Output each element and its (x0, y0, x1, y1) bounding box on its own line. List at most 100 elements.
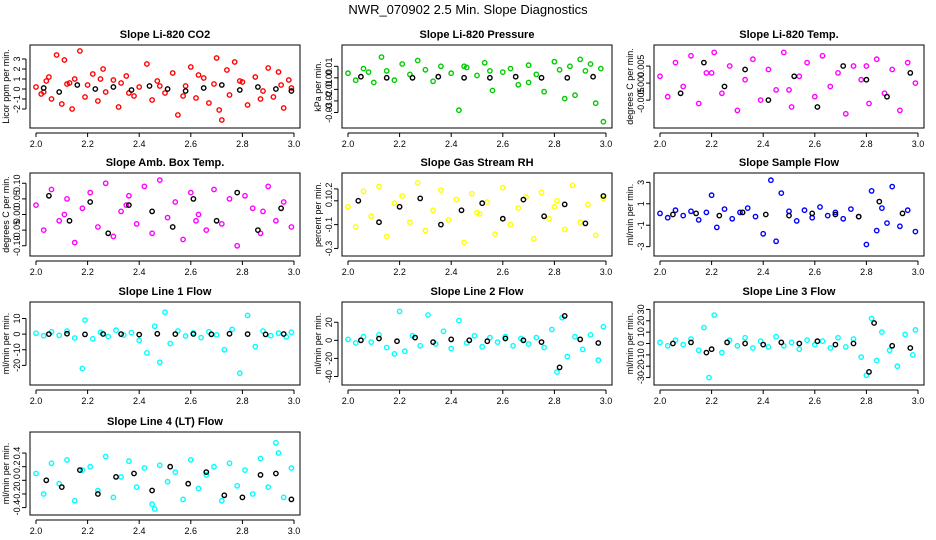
panel-slope-line-1-flow-point-selected (64, 330, 70, 337)
panel-slope-li-820-temp-point-all (827, 83, 834, 90)
panel-slope-li-820-temp-point-all (734, 107, 741, 114)
panel-slope-gas-stream-rh-point-selected (499, 215, 506, 222)
panel-slope-li-820-co2-title: Slope Li-820 CO2 (120, 29, 210, 41)
panel-slope-line-1-flow-point-all (156, 359, 163, 366)
panel-slope-line-2-flow-point-all (595, 357, 602, 364)
panel-slope-line-3-flow-point-all (734, 342, 741, 349)
panel-slope-gas-stream-rh-point-all (468, 190, 475, 197)
panel-slope-li-820-co2-point-all (48, 96, 55, 102)
panel-slope-li-820-co2-point-all (236, 78, 243, 84)
panel-slope-gas-stream-rh-point-selected (396, 203, 403, 210)
panel-slope-line-1-flow-point-all (82, 317, 88, 323)
panel-slope-line-2-flow-title: Slope Line 2 Flow (431, 286, 524, 298)
panel-slope-li-820-co2-point-selected (200, 85, 207, 91)
panel-slope-line-2-flow-point-all (600, 323, 607, 330)
panel-slope-sample-flow-point-selected (739, 209, 746, 216)
panel-slope-amb-box-temp-point-all (125, 192, 132, 199)
panel-slope-line-2-flow-point-selected (502, 335, 509, 342)
panel-slope-line-3-flow-point-selected (778, 339, 785, 346)
panel-slope-amb-box-temp-point-all (172, 199, 179, 205)
panel-slope-sample-flow-point-all (912, 228, 919, 235)
panel-slope-li-820-co2-point-all (156, 83, 163, 89)
panel-slope-line-2-flow-point-all (548, 326, 555, 333)
panel-slope-line-4-lt-flow-point-all (64, 456, 70, 463)
panel-slope-li-820-pressure-point-all (587, 61, 594, 67)
panel-slope-li-820-co2-point-all (195, 72, 202, 78)
panel-slope-line-4-lt-flow-point-all (40, 491, 47, 497)
panel-slope-line-3-flow-point-all (695, 347, 702, 354)
panel-slope-line-4-lt-flow-point-selected (239, 494, 246, 501)
panel-slope-amb-box-temp-point-selected (66, 217, 73, 224)
panel-slope-line-1-flow-point-all (89, 335, 96, 342)
panel-slope-li-820-co2-point-all (82, 94, 88, 100)
panel-slope-line-4-lt-flow-point-all (265, 484, 272, 490)
panel-slope-gas-stream-rh-point-all (577, 219, 584, 226)
panel-slope-li-820-pressure-point-all (474, 72, 480, 79)
panel-slope-li-820-pressure-point-all (551, 58, 558, 65)
panel-slope-line-2-flow-point-selected (376, 335, 382, 342)
panel-slope-amb-box-temp-point-all (102, 180, 109, 187)
panel-slope-line-3-flow-point-all (850, 336, 857, 342)
panel-slope-sample-flow-point-all (817, 204, 823, 210)
panel-slope-li-820-pressure-x-tick-label: 2.0 (342, 139, 355, 149)
panel-slope-li-820-co2-point-all (162, 90, 168, 96)
panel-slope-line-3-flow-point-selected (796, 340, 803, 347)
panel-slope-line-1-flow-point-selected (280, 331, 287, 337)
panel-slope-li-820-temp-x-tick-label: 2.0 (654, 139, 667, 149)
panel-slope-line-2-flow-x-tick-label: 2.4 (445, 396, 458, 406)
panel-slope-line-2-flow-x-tick-label: 2.6 (497, 396, 510, 406)
panel-slope-line-3-flow-plot-frame (653, 301, 925, 386)
panel-slope-li-820-pressure-point-all (365, 69, 372, 76)
panel-slope-line-2-flow-point-all (564, 353, 571, 360)
panel-slope-line-1-flow-point-selected (154, 330, 161, 337)
panel-slope-line-3-flow-point-all (688, 336, 694, 342)
panel-slope-line-4-lt-flow-point-all (275, 450, 282, 456)
panel-slope-li-820-temp-point-all (742, 76, 748, 83)
panel-slope-sample-flow-point-selected (809, 210, 816, 217)
panel-slope-line-4-lt-flow-point-all (234, 482, 241, 489)
panel-slope-amb-box-temp-point-all (211, 186, 217, 193)
panel-slope-line-2-flow-point-all (533, 334, 540, 341)
panel-slope-amb-box-temp-point-selected (105, 230, 112, 237)
panel-slope-li-820-co2-point-all (77, 48, 83, 54)
panel-slope-li-820-co2-x-tick-label: 2.8 (236, 139, 249, 149)
panel-slope-li-820-co2-point-selected (56, 89, 63, 95)
panel-slope-li-820-temp-point-all (897, 107, 903, 114)
panel-slope-amb-box-temp-point-selected (190, 195, 197, 202)
panel-slope-amb-box-temp-point-all (249, 205, 256, 212)
panel-slope-sample-flow-point-all (721, 206, 728, 213)
panel-slope-line-2-flow-point-all (360, 333, 367, 340)
panel-slope-li-820-co2-point-all (218, 117, 225, 123)
panel-slope-amb-box-temp-x-tick-label: 3.0 (288, 267, 301, 277)
panel-slope-li-820-pressure-point-selected (409, 74, 416, 81)
panel-slope-line-3-flow-x-tick-label: 3.0 (912, 396, 925, 406)
panel-slope-sample-flow-point-all (708, 192, 715, 199)
panel-slope-li-820-co2-point-all (95, 98, 101, 104)
panel-slope-sample-flow-point-all (879, 205, 885, 212)
panel-slope-line-3-flow: Slope Line 3 Flow 2.0 2.2 2.4 2.6 2.8 3.0 -30-2… (625, 286, 925, 406)
panel-slope-amb-box-temp-point-all (123, 202, 130, 209)
panel-slope-line-1-flow-point-all (128, 329, 135, 336)
panel-slope-li-820-co2-point-all (187, 64, 194, 70)
panel-slope-li-820-co2-point-all (244, 102, 251, 108)
panel-slope-line-3-flow-point-all (835, 334, 841, 341)
page-title: NWR_070902 2.5 Min. Slope Diagnostics (348, 2, 588, 17)
panel-slope-line-3-flow-y-label: ml/min per min. (625, 313, 635, 375)
panel-slope-sample-flow-point-all (873, 227, 880, 234)
panel-slope-line-2-flow-point-all (383, 344, 390, 351)
panel-slope-gas-stream-rh-point-selected (541, 213, 547, 220)
panel-slope-li-820-co2-point-all (252, 74, 259, 80)
panel-slope-line-4-lt-flow-point-all (164, 478, 171, 485)
panel-slope-line-1-flow-point-selected (136, 331, 143, 338)
panel-slope-line-4-lt-flow-point-all (102, 453, 109, 460)
panel-slope-li-820-pressure-point-all (525, 79, 532, 86)
panel-slope-li-820-temp-point-all (703, 70, 710, 76)
panel-slope-line-3-flow-point-selected (708, 346, 715, 353)
panel-slope-line-3-flow-point-selected (814, 338, 821, 345)
panel-slope-amb-box-temp-point-all (61, 211, 68, 218)
panel-slope-li-820-pressure-y-tick-label: 0.00 (324, 69, 334, 87)
panel-slope-line-1-flow-point-all (162, 309, 168, 316)
panel-slope-sample-flow-point-all (840, 215, 847, 222)
panel-slope-line-4-lt-flow-point-all (242, 467, 248, 473)
panel-slope-li-820-pressure-point-all (399, 61, 406, 67)
